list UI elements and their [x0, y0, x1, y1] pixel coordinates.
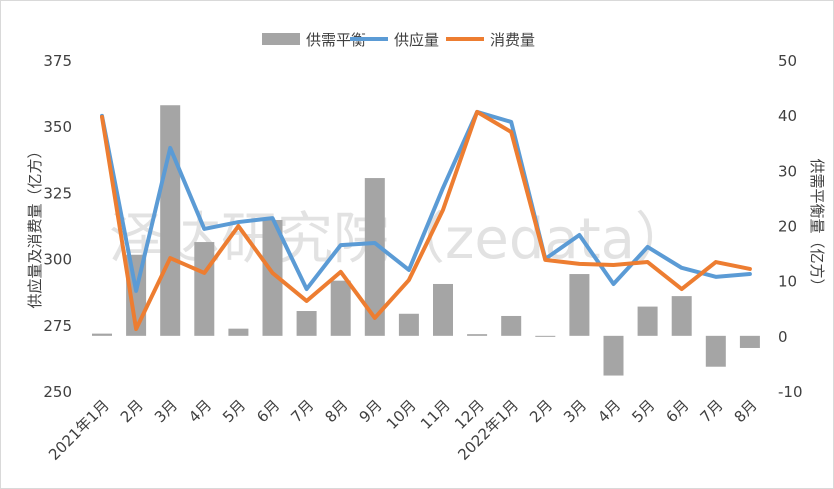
y2-tick-label: 0	[778, 328, 788, 346]
bar-5月	[637, 306, 658, 336]
x-tick-label: 5月	[628, 396, 658, 426]
x-tick-label: 3月	[560, 396, 590, 426]
y2-axis-label: 供需平衡量（亿方）	[808, 158, 826, 293]
bar-2月	[535, 335, 556, 337]
x-tick-label: 4月	[594, 396, 624, 426]
x-tick-label: 2021年1月	[45, 396, 113, 464]
bar-8月	[330, 280, 351, 336]
x-tick-label: 7月	[697, 396, 727, 426]
y-tick-label: 250	[43, 383, 72, 401]
y2-tick-label: 50	[778, 52, 797, 70]
bar-10月	[398, 313, 419, 336]
bar-9月	[364, 178, 385, 336]
y-tick-label: 300	[43, 251, 72, 269]
bar-7月	[705, 335, 726, 367]
y-tick-label: 325	[43, 184, 72, 202]
x-tick-label: 11月	[417, 396, 454, 433]
bar-2021年1月	[92, 333, 112, 336]
x-tick-label: 5月	[219, 396, 249, 426]
y2-tick-label: 40	[778, 107, 797, 125]
x-tick-label: 6月	[662, 396, 692, 426]
y2-tick-label: -10	[778, 383, 803, 401]
x-tick-label: 6月	[253, 396, 283, 426]
bar-3月	[569, 274, 590, 336]
bar-4月	[194, 242, 215, 336]
y-tick-label: 350	[43, 118, 72, 136]
y-tick-label: 275	[43, 317, 72, 335]
x-tick-label: 9月	[356, 396, 386, 426]
bar-2022年1月	[501, 315, 522, 336]
bar-6月	[262, 219, 283, 336]
y2-tick-label: 30	[778, 162, 797, 180]
bar-3月	[160, 105, 181, 336]
bar-5月	[228, 328, 249, 336]
bar-11月	[433, 283, 453, 336]
y2-tick-label: 20	[778, 218, 797, 236]
bar-12月	[467, 334, 488, 336]
y-tick-label: 375	[43, 52, 72, 70]
bar-8月	[739, 335, 760, 348]
x-tick-label: 8月	[321, 396, 351, 426]
bar-7月	[296, 311, 317, 336]
legend-label: 供需平衡	[306, 31, 366, 49]
legend-label: 消费量	[490, 31, 535, 49]
x-tick-label: 2月	[526, 396, 556, 426]
legend-swatch	[262, 33, 300, 45]
x-tick-label: 8月	[731, 396, 761, 426]
line-series-2	[100, 109, 752, 332]
bar-6月	[671, 296, 692, 336]
legend-label: 供应量	[394, 31, 439, 49]
x-tick-label: 7月	[287, 396, 317, 426]
y2-tick-label: 10	[778, 273, 797, 291]
x-tick-label: 2月	[117, 396, 147, 426]
x-tick-label: 4月	[185, 396, 215, 426]
bar-4月	[603, 335, 624, 376]
line-series-1	[100, 109, 752, 293]
x-tick-label: 3月	[151, 396, 181, 426]
y-axis-label: 供应量及消费量（亿方）	[26, 143, 44, 308]
x-tick-label: 10月	[383, 396, 420, 433]
